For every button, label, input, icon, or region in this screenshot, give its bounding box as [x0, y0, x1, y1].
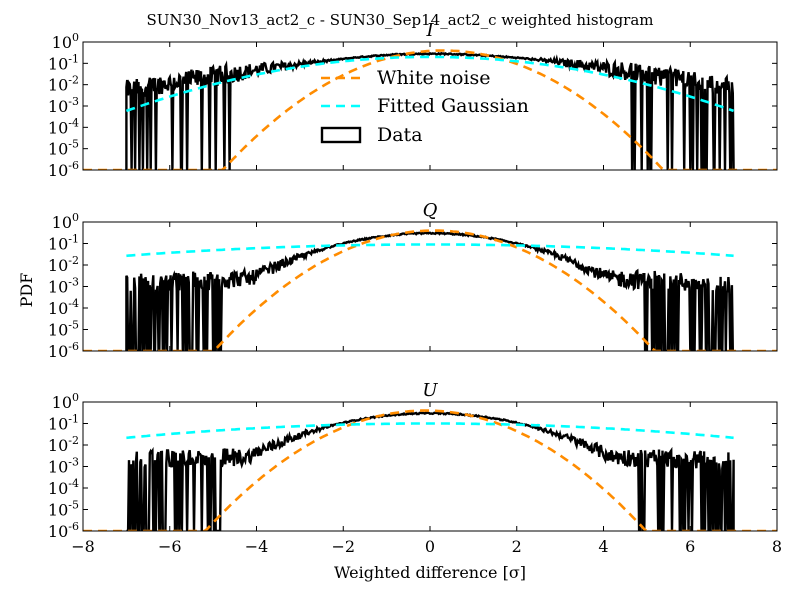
y-tick-label: 10-5: [48, 319, 79, 340]
legend-swatch-2: [320, 126, 362, 144]
series-fitted-gaussian-U: [126, 422, 734, 440]
y-tick-label: 10-5: [48, 499, 79, 520]
y-tick-label: 10-2: [48, 434, 79, 455]
y-tick-label: 10-4: [48, 116, 79, 137]
x-tick-label: 6: [685, 537, 695, 556]
y-tick-label: 100: [52, 211, 79, 232]
y-tick-label: 10-6: [48, 340, 79, 361]
y-tick-label: 10-1: [48, 413, 79, 434]
legend-label-1: Fitted Gaussian: [377, 95, 529, 117]
series-white-noise-I: [83, 49, 777, 170]
x-tick-label: −8: [71, 537, 95, 556]
figure-title: SUN30_Nov13_act2_c - SUN30_Sep14_act2_c …: [146, 11, 653, 29]
y-tick-label: 100: [52, 391, 79, 412]
series-fitted-gaussian-I: [125, 55, 735, 113]
y-tick-label: 10-4: [48, 297, 79, 318]
y-tick-label: 100: [52, 31, 79, 52]
y-tick-label: 10-2: [48, 74, 79, 95]
y-tick-label: 10-6: [48, 159, 79, 180]
y-tick-label: 10-1: [48, 52, 79, 73]
plot-area-U: [83, 409, 777, 531]
x-tick-label: 2: [512, 537, 522, 556]
plot-area-I: [83, 49, 777, 170]
panel-title-I: I: [425, 20, 434, 41]
panel-title-Q: Q: [423, 200, 438, 221]
y-tick-label: 10-5: [48, 138, 79, 159]
x-axis-label: Weighted difference [σ]: [334, 563, 526, 582]
series-data-Q: [125, 231, 734, 351]
x-tick-label: −6: [158, 537, 182, 556]
x-tick-label: −2: [331, 537, 355, 556]
legend-label-2: Data: [377, 124, 423, 146]
legend: White noise Fitted Gaussian Data: [320, 67, 529, 146]
y-tick-label: 10-1: [48, 233, 79, 254]
y-tick-label: 10-3: [48, 456, 79, 477]
y-axis-label: PDF: [17, 273, 36, 308]
y-tick-label: 10-3: [48, 95, 79, 116]
x-tick-label: −4: [245, 537, 269, 556]
x-tick-label: 4: [598, 537, 608, 556]
series-fitted-gaussian-Q: [126, 243, 734, 258]
panel-title-U: U: [422, 380, 438, 401]
panels: 10010-110-210-310-410-510-6I10010-110-21…: [48, 20, 782, 556]
series-data-I: [125, 51, 735, 170]
x-tick-label: 0: [425, 537, 435, 556]
x-tick-label: 8: [772, 537, 782, 556]
y-tick-label: 10-4: [48, 477, 79, 498]
y-tick-label: 10-3: [48, 276, 79, 297]
series-data-U: [126, 411, 735, 531]
plot-area-Q: [83, 229, 777, 351]
y-tick-label: 10-2: [48, 254, 79, 275]
panel-U: −8 −6 −4 −2 0 2 4 6 8 10010-110-210-310-410-510-6…: [48, 380, 782, 556]
y-tick-label: 10-6: [48, 520, 79, 541]
legend-label-0: White noise: [377, 67, 491, 89]
